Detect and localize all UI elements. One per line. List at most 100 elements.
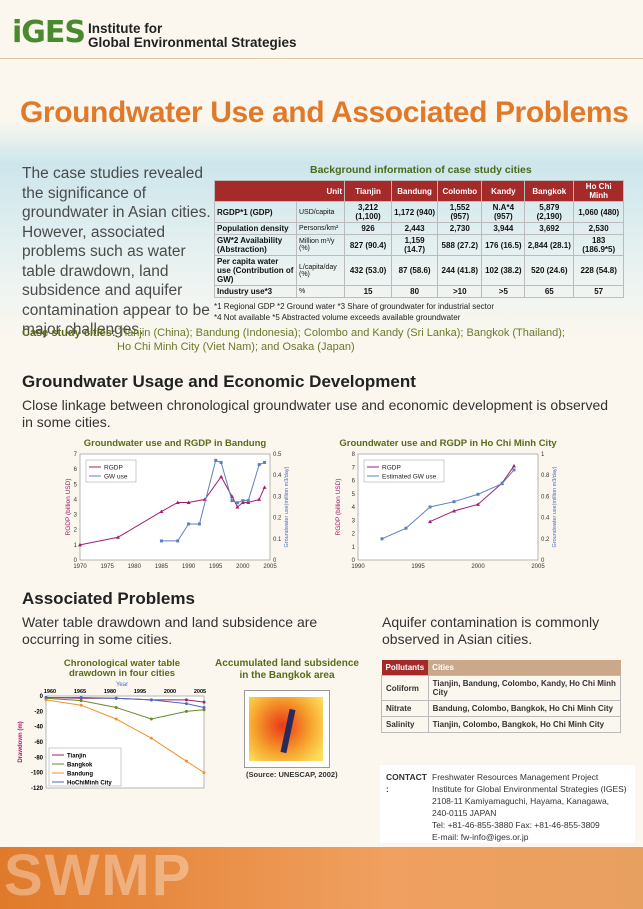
data-point (79, 696, 83, 700)
table-cell: 827 (90.4) (343, 234, 393, 256)
y-tick-label: 8 (352, 452, 356, 458)
bandung-chart: Groundwater use and RGDP in Bandung 1970 1… (65, 438, 290, 570)
data-point (187, 522, 191, 526)
table-cell: 57 (573, 285, 624, 298)
y-tick-label: 0 (40, 694, 44, 700)
pollutants-table-wrap: Pollutants Cities Coliform Tianjin, Bandu… (381, 660, 622, 733)
y2-tick-label: 0.5 (273, 452, 282, 458)
x-tick-label: 1965 (74, 689, 86, 695)
x-tick-label: 2000 (164, 689, 176, 695)
legend-label: Bandung (67, 772, 93, 778)
y-tick-label: -40 (34, 725, 43, 731)
contact-line: Tel: +81-46-855-3880 Fax: +81-46-855-380… (432, 820, 600, 830)
y-tick-label: -100 (31, 771, 44, 777)
y-tick-label: 1 (352, 545, 356, 551)
data-point (263, 460, 267, 464)
chart-title-line2: drawdown in four cities (69, 668, 175, 679)
pollutants-header-row: Pollutants Cities (381, 660, 621, 676)
pollutant-cities: Tianjin, Colombo, Bangkok, Ho Chi Minh C… (427, 716, 622, 733)
map-title: Accumulated land subsidence in the Bangk… (215, 658, 359, 681)
bg-table-wrap: Unit Tianjin Bandung Colombo Kandy Bangkok Ho… (214, 180, 624, 323)
table-cell: 432 (53.0) (343, 255, 393, 286)
case-cities-line2: Ho Chi Minh City (Viet Nam); and Osaka (… (117, 341, 355, 353)
section1-heading: Groundwater Usage and Economic Developme… (22, 372, 416, 391)
x-tick-label: 1975 (100, 564, 114, 570)
table-cell: 1,159 (14.7) (391, 234, 439, 256)
y-tick-label: 7 (352, 465, 356, 471)
table-cell: 87 (58.6) (391, 255, 439, 286)
data-point (219, 460, 223, 464)
city-header: Bangkok (524, 180, 575, 202)
row-unit: Million m³/y (%) (296, 234, 345, 256)
data-point (79, 699, 83, 703)
data-point (184, 698, 188, 702)
data-point (202, 708, 206, 712)
table-cell: 65 (524, 285, 575, 298)
x-tick-label: 1985 (155, 564, 169, 570)
data-point (246, 499, 250, 503)
case-cities-label: Case study cities: (22, 327, 116, 339)
x-tick-label: 2000 (236, 564, 250, 570)
legend-label: Bangkok (67, 763, 93, 769)
y-tick-label: -120 (31, 786, 44, 792)
institute-line2: Global Environmental Strategies (88, 35, 297, 50)
table-cell: 15 (343, 285, 393, 298)
legend-label: Estimated GW use (382, 474, 437, 481)
table-cell: 5,879 (2,190) (524, 201, 575, 223)
city-header: Bandung (391, 180, 439, 202)
row-label: GW*2 Availability (Abstraction) (214, 234, 297, 256)
row-unit: % (296, 285, 345, 298)
y-tick-label: 1 (74, 543, 78, 549)
data-point (235, 501, 239, 505)
data-point (149, 717, 153, 721)
y2-tick-label: 0.4 (541, 516, 550, 522)
contact-box: CONTACT : Freshwater Resources Managemen… (380, 765, 635, 843)
legend-box (48, 747, 122, 787)
data-point (159, 509, 164, 514)
y-tick-label: 5 (352, 492, 356, 498)
background-table: Unit Tianjin Bandung Colombo Kandy Bangkok Ho… (214, 180, 624, 298)
city-header: Kandy (481, 180, 526, 202)
chart-title: Groundwater use and RGDP in Bandung (84, 438, 267, 449)
pollutant-name: Salinity (381, 716, 429, 733)
data-point (202, 706, 206, 709)
y-tick-label: 7 (74, 452, 78, 458)
y2-tick-label: 0 (541, 558, 545, 564)
y2-tick-label: 0.2 (273, 516, 282, 522)
row-label: Industry use*3 (214, 285, 297, 298)
data-point (184, 759, 188, 763)
contact-line: 240-0115 JAPAN (432, 808, 497, 818)
bg-table-notes: *1 Regional GDP *2 Ground water *3 Share… (214, 301, 624, 323)
data-point (380, 537, 384, 541)
y-tick-label: 5 (74, 482, 78, 488)
table-cell: >10 (437, 285, 483, 298)
y2-tick-label: 0 (273, 558, 277, 564)
y-tick-label: -60 (34, 740, 43, 746)
table-cell: 1,552 (957) (437, 201, 483, 223)
data-point (184, 709, 188, 713)
data-point (159, 539, 163, 543)
data-point (202, 700, 206, 704)
data-point (149, 736, 153, 740)
y2-axis-label: Groundwater use(million m3/day) (284, 466, 290, 547)
table-cell: 102 (38.2) (481, 255, 526, 286)
series-line (161, 459, 265, 542)
y2-tick-label: 1 (541, 452, 545, 458)
cities-header: Cities (428, 660, 621, 676)
data-point (257, 497, 262, 501)
data-point (452, 500, 456, 504)
city-header: Tianjin (343, 180, 393, 202)
data-point (116, 535, 120, 539)
footer-logo-text: SWMP (4, 843, 193, 908)
legend-label: HoChiMinh City (67, 781, 112, 787)
table-row: GW*2 Availability (Abstraction) Million m… (214, 234, 624, 256)
data-point (184, 702, 188, 706)
table-cell: 2,730 (437, 222, 483, 235)
pollutants-table: Pollutants Cities Coliform Tianjin, Bandu… (381, 660, 622, 733)
data-point (44, 698, 48, 702)
case-cities-line1: Tianjin (China); Bandung (Indonesia); Co… (118, 327, 565, 339)
y-tick-label: 4 (74, 497, 78, 503)
data-point (235, 505, 240, 509)
data-point (262, 485, 267, 489)
